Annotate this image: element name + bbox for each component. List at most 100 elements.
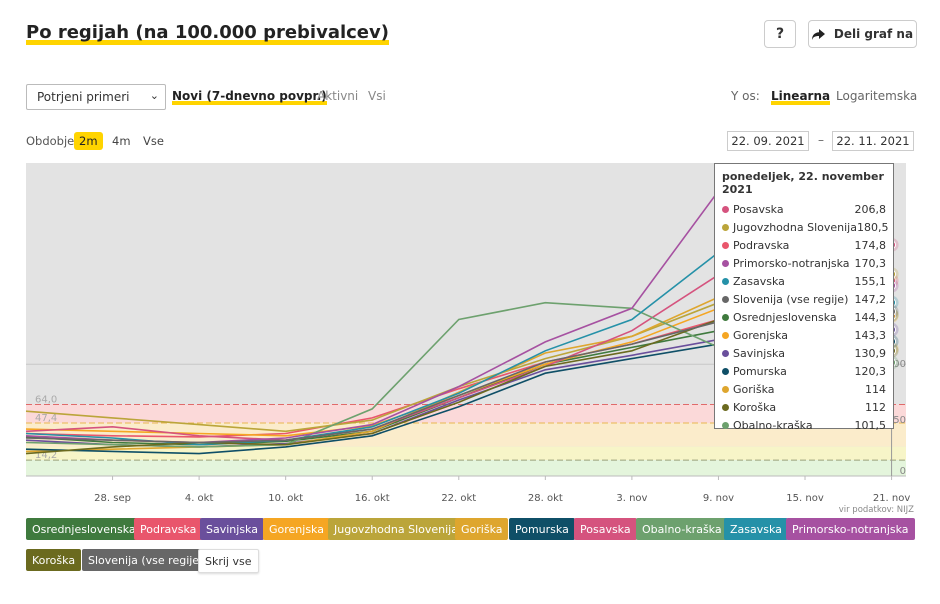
- share-arrow-icon: [811, 28, 825, 40]
- tooltip-series-value: 170,3: [854, 256, 887, 270]
- tooltip-series-name: Savinjska: [733, 346, 785, 360]
- threshold-label: 47,4: [35, 413, 57, 424]
- tooltip-series-name: Gorenjska: [733, 328, 788, 342]
- series-dot-icon: [722, 223, 729, 231]
- help-button[interactable]: ?: [764, 20, 796, 48]
- tooltip-series-name: Podravska: [733, 238, 790, 252]
- series-dot-icon: [722, 367, 729, 375]
- legend-toggle-button[interactable]: Obalno-kraška: [636, 518, 728, 540]
- mode-tab-all[interactable]: Vsi: [368, 89, 386, 103]
- tooltip-series-value: 144,3: [854, 310, 887, 324]
- x-tick-label: 22. okt: [441, 493, 476, 504]
- x-tick-label: 28. sep: [94, 493, 131, 504]
- tooltip-series-value: 143,3: [854, 328, 887, 342]
- chevron-down-icon: ⌄: [149, 89, 159, 102]
- tooltip-series-name: Pomurska: [733, 364, 787, 378]
- mode-tab-new[interactable]: Novi (7-dnevno povpr.): [172, 89, 327, 105]
- series-dot-icon: [722, 241, 729, 249]
- x-tick-label: 3. nov: [616, 493, 647, 504]
- tooltip-series-value: 130,9: [854, 346, 887, 360]
- series-dot-icon: [722, 259, 729, 267]
- tooltip-row: Osrednjeslovenska 144,3: [722, 308, 886, 326]
- y-axis-label: Y os:: [731, 89, 760, 103]
- legend-toggle-button[interactable]: Posavska: [574, 518, 637, 540]
- hide-all-button[interactable]: Skrij vse: [198, 549, 259, 573]
- tooltip-row: Primorsko-notranjska 170,3: [722, 254, 886, 272]
- tooltip-row: Koroška 112: [722, 398, 886, 416]
- x-tick-label: 4. okt: [185, 493, 214, 504]
- tooltip-row: Zasavska 155,1: [722, 272, 886, 290]
- series-dot-icon: [722, 205, 729, 213]
- tooltip-row: Slovenija (vse regije) 147,2: [722, 290, 886, 308]
- y-axis-linear[interactable]: Linearna: [771, 89, 831, 105]
- series-dot-icon: [722, 313, 729, 321]
- legend-toggle-button[interactable]: Savinjska: [200, 518, 264, 540]
- tooltip-date: ponedeljek, 22. november 2021: [722, 170, 884, 196]
- series-dot-icon: [722, 385, 729, 393]
- legend-toggle-button[interactable]: Jugovzhodna Slovenija: [328, 518, 464, 540]
- date-to-input[interactable]: 22. 11. 2021: [832, 131, 914, 151]
- threshold-label: 64,0: [35, 394, 57, 405]
- band-red: [26, 404, 906, 424]
- legend-toggle-button[interactable]: Osrednjeslovenska: [26, 518, 142, 540]
- x-tick-label: 9. nov: [703, 493, 734, 504]
- series-dot-icon: [722, 277, 729, 285]
- tooltip-series-value: 180,5: [856, 220, 889, 234]
- y-axis-log[interactable]: Logaritemska: [836, 89, 918, 103]
- period-4m[interactable]: 4m: [112, 134, 131, 148]
- threshold-label: 14,2: [35, 450, 57, 461]
- tooltip-series-value: 155,1: [854, 274, 887, 288]
- legend-toggle-button[interactable]: Zasavska: [724, 518, 788, 540]
- tooltip-series-value: 101,5: [854, 418, 887, 432]
- tooltip-row: Savinjska 130,9: [722, 344, 886, 362]
- x-tick-label: 15. nov: [786, 493, 824, 504]
- tooltip-row: Gorenjska 143,3: [722, 326, 886, 344]
- tooltip-row: Jugovzhodna Slovenija 180,5: [722, 218, 889, 236]
- date-separator: –: [818, 133, 824, 147]
- chart-tooltip: ponedeljek, 22. november 2021 Posavska 20…: [714, 163, 894, 432]
- legend-toggle-button[interactable]: Primorsko-notranjska: [786, 518, 915, 540]
- case-type-select-value: Potrjeni primeri: [37, 90, 130, 104]
- legend-toggle-button[interactable]: Koroška: [26, 549, 82, 571]
- tooltip-row: Posavska 206,8: [722, 200, 886, 218]
- y-tick-label: 100: [887, 359, 906, 370]
- tooltip-series-name: Primorsko-notranjska: [733, 256, 850, 270]
- share-button[interactable]: Deli graf na: [808, 20, 917, 48]
- tooltip-series-name: Jugovzhodna Slovenija: [733, 220, 857, 234]
- tooltip-series-value: 147,2: [854, 292, 887, 306]
- tooltip-series-value: 114: [865, 382, 886, 396]
- series-dot-icon: [722, 331, 729, 339]
- tooltip-series-value: 206,8: [854, 202, 887, 216]
- series-dot-icon: [722, 421, 729, 429]
- tooltip-series-name: Goriška: [733, 382, 775, 396]
- tooltip-series-name: Zasavska: [733, 274, 785, 288]
- tooltip-row: Podravska 174,8: [722, 236, 886, 254]
- legend-toggle-button[interactable]: Gorenjska: [263, 518, 330, 540]
- period-2m[interactable]: 2m: [74, 132, 103, 150]
- tooltip-series-name: Koroška: [733, 400, 777, 414]
- series-dot-icon: [722, 403, 729, 411]
- tooltip-series-value: 174,8: [854, 238, 887, 252]
- x-tick-label: 10. okt: [268, 493, 303, 504]
- series-dot-icon: [722, 349, 729, 357]
- share-button-label: Deli graf na: [833, 27, 914, 41]
- legend-toggle-button[interactable]: Slovenija (vse regije): [82, 549, 210, 571]
- series-dot-icon: [722, 295, 729, 303]
- legend-toggle-button[interactable]: Pomurska: [509, 518, 575, 540]
- x-tick-label: 28. okt: [528, 493, 563, 504]
- tooltip-series-name: Obalno-kraška: [733, 418, 813, 432]
- legend-toggle-button[interactable]: Podravska: [134, 518, 203, 540]
- data-source: vir podatkov: NIJZ: [838, 505, 914, 515]
- period-label: Obdobje: [26, 134, 75, 148]
- date-from-input[interactable]: 22. 09. 2021: [727, 131, 809, 151]
- tooltip-series-name: Osrednjeslovenska: [733, 310, 837, 324]
- legend-toggle-button[interactable]: Goriška: [455, 518, 509, 540]
- band-green: [26, 460, 906, 476]
- case-type-select[interactable]: Potrjeni primeri ⌄: [26, 84, 166, 110]
- page-title: Po regijah (na 100.000 prebivalcev): [26, 22, 389, 45]
- tooltip-series-value: 120,3: [854, 364, 887, 378]
- y-tick-label: 0: [900, 466, 906, 477]
- tooltip-series-name: Slovenija (vse regije): [733, 292, 849, 306]
- mode-tab-active[interactable]: Aktivni: [317, 89, 359, 103]
- period-all[interactable]: Vse: [143, 134, 164, 148]
